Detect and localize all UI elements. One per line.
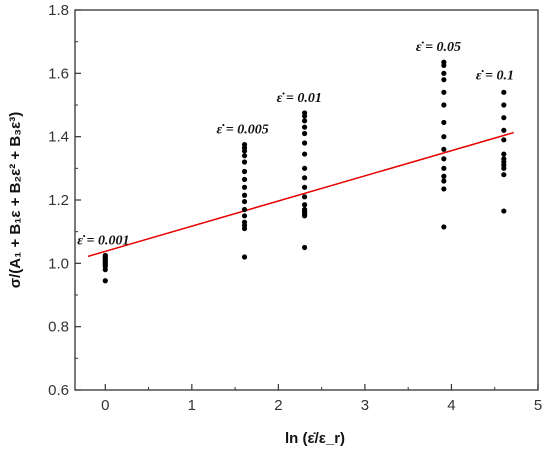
data-point <box>441 146 447 152</box>
data-point <box>301 140 308 146</box>
x-axis-title: ln (ε̇/ε_r) <box>285 430 345 447</box>
data-point <box>241 159 248 165</box>
data-point <box>301 130 308 137</box>
strain-rate-annotation: ε̇ = 0.01 <box>277 91 322 106</box>
data-point <box>441 62 447 69</box>
data-point <box>102 267 108 273</box>
data-point <box>501 172 507 178</box>
data-point <box>301 194 308 200</box>
data-point <box>301 202 308 208</box>
data-point <box>501 127 507 133</box>
data-point <box>241 213 248 219</box>
data-point <box>241 176 248 183</box>
data-point <box>301 213 308 219</box>
data-point <box>241 168 248 175</box>
data-point <box>441 178 447 184</box>
data-point <box>501 165 507 171</box>
strain-rate-annotation: ε̇ = 0.05 <box>416 40 461 55</box>
x-tick-label: 3 <box>361 397 369 414</box>
data-point <box>501 115 507 121</box>
data-point <box>441 89 447 95</box>
data-point <box>241 254 248 260</box>
data-point <box>241 206 248 213</box>
data-point <box>441 186 447 192</box>
data-point <box>301 118 308 124</box>
data-point <box>301 124 308 130</box>
plot-frame <box>74 9 539 391</box>
data-point <box>301 151 308 157</box>
data-point <box>441 156 447 162</box>
y-tick-label: 0.6 <box>48 382 69 399</box>
strain-rate-annotation: ε̇ = 0.005 <box>217 123 269 138</box>
y-tick-label: 0.8 <box>48 319 69 336</box>
y-tick-label: 1.4 <box>48 129 69 146</box>
data-point <box>301 184 308 190</box>
data-point <box>301 244 308 251</box>
data-point <box>441 70 447 76</box>
data-point <box>301 175 308 181</box>
y-tick-label: 1.6 <box>48 65 69 82</box>
data-point <box>301 165 308 171</box>
x-tick-label: 1 <box>188 397 196 414</box>
data-point <box>441 224 447 230</box>
data-point <box>501 208 507 214</box>
data-point <box>501 137 507 143</box>
points-layer <box>102 59 507 284</box>
data-point <box>501 151 507 157</box>
y-axis-title: σ/(A₁ + B₁ε + B₂ε² + B₃ε³) <box>7 112 24 288</box>
strain-rate-annotation: ε̇ = 0.001 <box>77 233 129 248</box>
y-tick-label: 1.2 <box>48 192 69 209</box>
data-point <box>501 89 507 95</box>
data-point <box>441 119 447 126</box>
data-point <box>241 148 248 154</box>
data-point <box>441 134 447 140</box>
y-axis-ticks: 0.6 0.8 1.0 1.2 1.4 1.6 1.8 <box>48 2 81 399</box>
data-point <box>501 102 507 108</box>
data-point <box>241 153 248 159</box>
data-point <box>441 165 447 171</box>
plot-border <box>74 9 539 391</box>
x-tick-label: 5 <box>534 397 542 414</box>
y-tick-label: 1.0 <box>48 255 69 272</box>
x-tick-label: 4 <box>447 397 455 414</box>
x-axis-ticks: 0 1 2 3 4 5 <box>101 384 542 414</box>
fit-line-layer <box>87 131 514 258</box>
strain-rate-annotation: ε̇ = 0.1 <box>476 69 514 84</box>
y-tick-label: 1.8 <box>48 2 69 19</box>
data-point <box>241 184 248 190</box>
x-tick-label: 0 <box>101 397 109 414</box>
data-point <box>241 198 248 205</box>
x-tick-label: 2 <box>274 397 282 414</box>
data-point <box>241 192 248 198</box>
data-point <box>441 102 447 108</box>
data-point <box>102 278 108 284</box>
data-point <box>441 77 447 83</box>
data-point <box>301 113 308 119</box>
linear-fit-line <box>87 131 514 258</box>
data-point <box>441 173 447 179</box>
annotations-layer: ε̇ = 0.001 ε̇ = 0.005 ε̇ = 0.01 ε̇ = 0.05 ε̇… <box>77 40 514 248</box>
data-point <box>241 225 248 232</box>
